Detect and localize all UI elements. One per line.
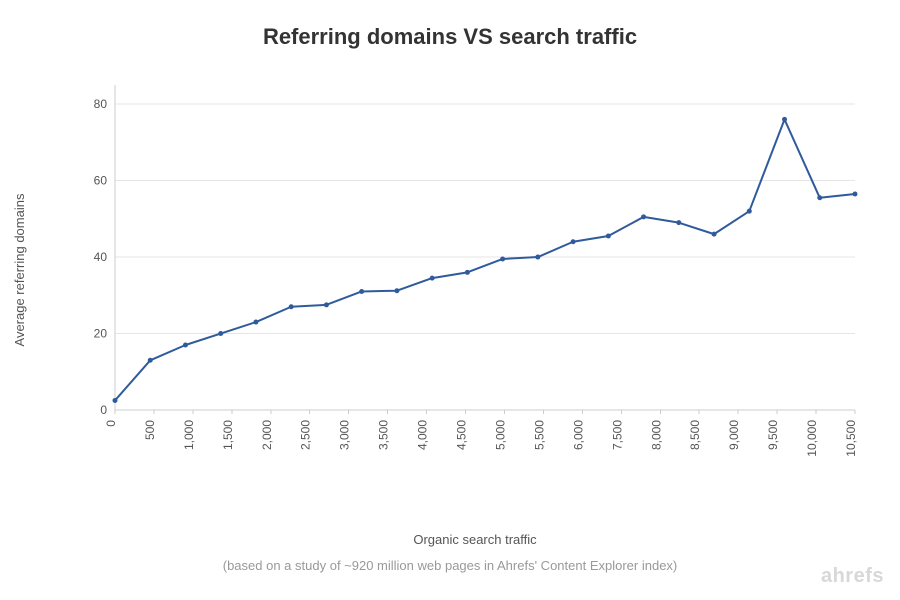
- svg-text:1,500: 1,500: [221, 420, 235, 450]
- svg-text:5,500: 5,500: [532, 420, 546, 450]
- svg-text:10,000: 10,000: [805, 420, 819, 457]
- svg-text:80: 80: [94, 97, 108, 111]
- svg-text:2,000: 2,000: [260, 420, 274, 450]
- svg-text:0: 0: [104, 420, 118, 427]
- svg-text:9,500: 9,500: [766, 420, 780, 450]
- svg-text:8,000: 8,000: [649, 420, 663, 450]
- svg-text:3,000: 3,000: [338, 420, 352, 450]
- svg-text:4,500: 4,500: [455, 420, 469, 450]
- svg-text:2,500: 2,500: [299, 420, 313, 450]
- svg-text:500: 500: [143, 420, 157, 440]
- svg-text:5,000: 5,000: [493, 420, 507, 450]
- svg-text:3,500: 3,500: [377, 420, 391, 450]
- svg-text:0: 0: [100, 403, 107, 417]
- svg-text:9,000: 9,000: [727, 420, 741, 450]
- svg-text:4,000: 4,000: [416, 420, 430, 450]
- svg-text:10,500: 10,500: [844, 420, 858, 457]
- chart-title: Referring domains VS search traffic: [0, 24, 900, 50]
- y-axis-title: Average referring domains: [12, 80, 32, 460]
- chart-subtitle: (based on a study of ~920 million web pa…: [0, 558, 900, 573]
- svg-text:40: 40: [94, 250, 108, 264]
- brand-logo: ahrefs: [821, 565, 884, 588]
- svg-text:6,000: 6,000: [571, 420, 585, 450]
- svg-text:7,500: 7,500: [610, 420, 624, 450]
- plot-area: 0 20 40 60 80 0 500 1,000 1,500 2,000 2,500 3,000 3,…: [85, 80, 865, 460]
- svg-text:20: 20: [94, 327, 108, 341]
- x-axis-title: Organic search traffic: [85, 532, 865, 547]
- line-chart-svg: 0 20 40 60 80 0 500 1,000 1,500 2,000 2,500 3,000 3,…: [85, 80, 865, 460]
- chart-container: Referring domains VS search traffic Aver…: [0, 0, 900, 600]
- svg-text:1,000: 1,000: [182, 420, 196, 450]
- svg-text:8,500: 8,500: [688, 420, 702, 450]
- svg-text:60: 60: [94, 174, 108, 188]
